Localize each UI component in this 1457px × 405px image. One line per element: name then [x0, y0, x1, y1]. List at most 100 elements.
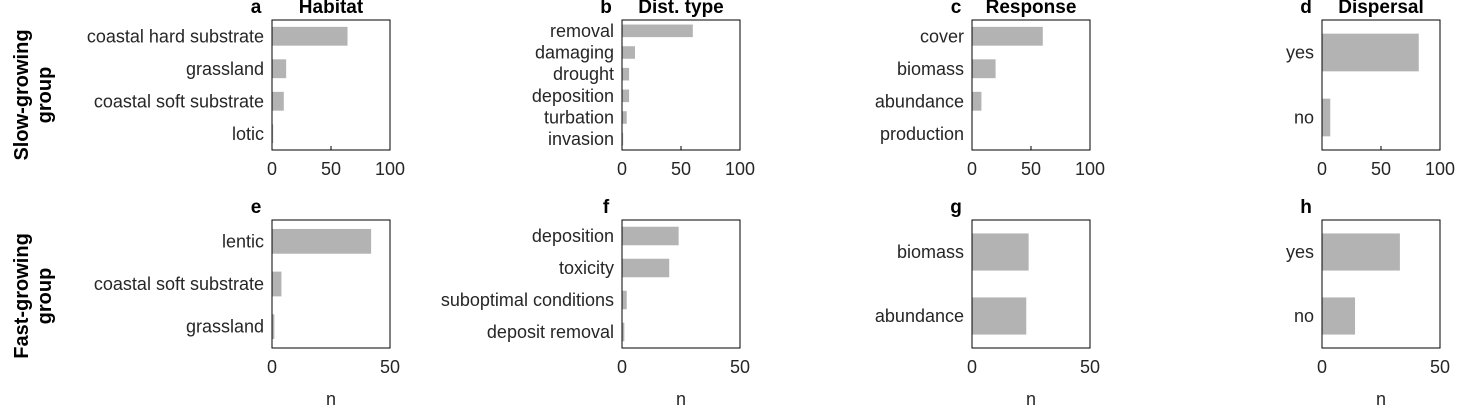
category-label-b-2: drought: [553, 64, 614, 84]
panel-f: deposition toxicity suboptimal conditions d…: [441, 197, 750, 405]
category-label-e-0: lentic: [222, 231, 264, 251]
panel-letter-f: f: [603, 197, 610, 218]
bar-b-1: [622, 46, 635, 59]
category-label-b-1: damaging: [535, 43, 614, 63]
bar-a-1: [272, 59, 287, 79]
panel-a: coastal hard substrate grassland coastal s…: [87, 0, 405, 179]
bar-a-0: [272, 26, 348, 46]
panel-letter-c: c: [951, 0, 962, 18]
category-label-a-2: coastal soft substrate: [94, 91, 264, 111]
panel-letter-e: e: [251, 197, 262, 218]
bar-e-0: [272, 228, 372, 254]
category-label-g-0: biomass: [897, 242, 964, 262]
category-label-c-0: cover: [920, 26, 964, 46]
axes-frame-f: [621, 219, 741, 349]
x-tick-label-a-0: 0: [267, 159, 277, 179]
x-tick-label-a-2: 100: [375, 159, 405, 179]
category-label-f-3: deposit removal: [487, 322, 614, 342]
bar-h-0: [1322, 233, 1400, 271]
bar-e-1: [272, 271, 282, 297]
x-tick-label-c-2: 100: [1075, 159, 1105, 179]
panel-b: removaldamagingdroughtdepositionturbatio…: [532, 0, 755, 179]
x-axis-label-g: n: [1026, 389, 1036, 405]
category-label-h-0: yes: [1286, 242, 1314, 262]
panel-title-c: Response: [986, 0, 1077, 18]
panel-d: yes no 0 50 100 d Dispersal: [1286, 0, 1455, 179]
bar-d-0: [1322, 33, 1419, 72]
category-label-e-1: coastal soft substrate: [94, 274, 264, 294]
bar-g-0: [972, 233, 1029, 271]
panel-g: biomass abundance 0 50 g n: [875, 197, 1100, 405]
panel-letter-h: h: [1300, 197, 1312, 218]
axes-frame-e: [271, 219, 391, 349]
x-axis-label-h: n: [1376, 389, 1386, 405]
axes-frame-g: [971, 219, 1091, 349]
x-tick-label-h-0: 0: [1317, 357, 1327, 377]
category-label-h-1: no: [1294, 306, 1314, 326]
row-label-slow: Slow-growinggroup: [11, 29, 56, 160]
bar-b-4: [622, 111, 627, 124]
x-tick-label-b-1: 50: [671, 159, 691, 179]
bar-c-1: [972, 59, 996, 79]
category-label-b-4: turbation: [544, 108, 614, 128]
panel-letter-a: a: [251, 0, 262, 18]
panel-letter-d: d: [1300, 0, 1312, 18]
panel-title-a: Habitat: [299, 0, 364, 18]
panel-title-b: Dist. type: [638, 0, 724, 18]
row-labels: Slow-growinggroup Fast-growinggroup: [11, 29, 56, 358]
bar-e-2: [272, 314, 275, 340]
x-tick-label-d-2: 100: [1425, 159, 1455, 179]
x-tick-label-g-1: 50: [1080, 357, 1100, 377]
bar-b-2: [622, 67, 630, 81]
bar-f-1: [622, 258, 670, 278]
bar-b-3: [622, 89, 630, 103]
category-label-e-2: grassland: [186, 317, 264, 337]
category-label-c-2: abundance: [875, 91, 964, 111]
bar-b-5: [622, 132, 624, 146]
bar-g-1: [972, 297, 1027, 335]
panel-h: yes no 0 50 h n: [1286, 197, 1450, 405]
x-tick-label-c-1: 50: [1021, 159, 1041, 179]
category-label-f-1: toxicity: [559, 258, 614, 278]
panels: coastal hard substrate grassland coastal s…: [87, 0, 1455, 405]
category-label-c-3: production: [880, 124, 964, 144]
panel-letter-b: b: [600, 0, 612, 18]
category-label-f-0: deposition: [532, 226, 614, 246]
axes-frame-b: [621, 19, 741, 151]
bar-h-1: [1322, 297, 1356, 335]
bar-b-0: [622, 24, 693, 38]
category-label-a-1: grassland: [186, 59, 264, 79]
category-label-g-1: abundance: [875, 306, 964, 326]
category-label-a-3: lotic: [232, 124, 264, 144]
x-tick-label-a-1: 50: [321, 159, 341, 179]
x-tick-label-e-1: 50: [380, 357, 400, 377]
category-label-b-5: invasion: [548, 129, 614, 149]
bar-a-2: [272, 91, 284, 111]
x-tick-label-b-2: 100: [725, 159, 755, 179]
bar-d-1: [1322, 98, 1331, 137]
category-label-f-2: suboptimal conditions: [441, 290, 614, 310]
x-tick-label-f-0: 0: [617, 357, 627, 377]
x-tick-label-g-0: 0: [967, 357, 977, 377]
x-tick-label-e-0: 0: [267, 357, 277, 377]
category-label-d-0: yes: [1286, 43, 1314, 63]
panel-title-d: Dispersal: [1338, 0, 1424, 18]
bar-f-2: [622, 290, 627, 310]
x-axis-label-f: n: [676, 389, 686, 405]
axes-frame-h: [1321, 219, 1441, 349]
category-label-c-1: biomass: [897, 59, 964, 79]
x-tick-label-c-0: 0: [967, 159, 977, 179]
bar-f-3: [622, 322, 625, 342]
x-tick-label-b-0: 0: [617, 159, 627, 179]
category-label-d-1: no: [1294, 108, 1314, 128]
x-tick-label-f-1: 50: [730, 357, 750, 377]
bar-c-0: [972, 26, 1043, 46]
x-tick-label-d-0: 0: [1317, 159, 1327, 179]
category-label-a-0: coastal hard substrate: [87, 26, 264, 46]
x-tick-label-d-1: 50: [1371, 159, 1391, 179]
row-label-fast: Fast-growinggroup: [11, 233, 56, 359]
x-tick-label-h-1: 50: [1430, 357, 1450, 377]
x-axis-label-e: n: [326, 389, 336, 405]
